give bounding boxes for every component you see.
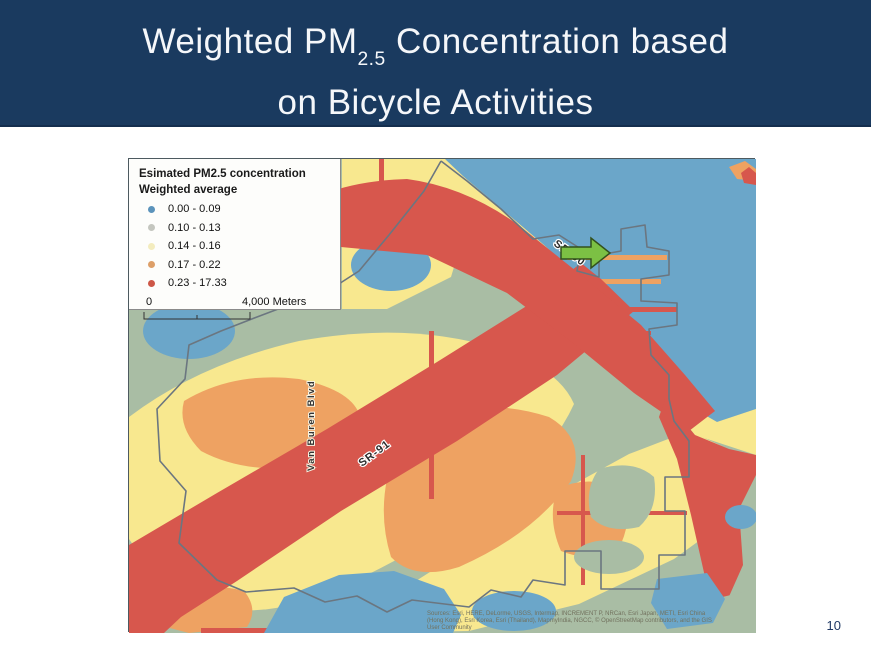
map-region-blue-patch (472, 591, 556, 631)
legend-item: 0.00 - 0.09 (139, 200, 330, 219)
title-subscript: 2.5 (357, 49, 386, 71)
map-road-streak (575, 279, 661, 284)
legend-color-dot (148, 224, 155, 232)
map-region-blue-patch (651, 573, 725, 629)
scale-start-label: 0 (146, 295, 153, 308)
pm25-map: SR-60 SR-91 Van Buren Blvd Sources: Esri… (128, 158, 756, 633)
legend-item-label: 0.17 - 0.22 (168, 258, 221, 271)
green-arrow-icon (560, 236, 612, 270)
map-corridor-sr91 (129, 263, 634, 633)
map-road-streak (565, 307, 677, 312)
legend-item: 0.17 - 0.22 (139, 256, 330, 275)
legend-item-label: 0.23 - 17.33 (168, 277, 227, 290)
page-title: Weighted PM2.5 Concentration based on Bi… (0, 18, 871, 126)
legend-title: Esimated PM2.5 concentration (139, 168, 306, 180)
map-region-blue-patch (264, 571, 461, 633)
attribution-line-3: User Community (427, 625, 472, 631)
map-road-streak (741, 167, 756, 185)
page-number: 10 (826, 618, 841, 633)
legend-color-dot (148, 242, 155, 250)
map-region-terrain-pocket (574, 540, 644, 574)
city-boundary (156, 160, 690, 613)
legend-color-dot (148, 205, 155, 213)
attribution-line-1: Sources: Esri, HERE, DeLorme, USGS, Inte… (427, 611, 706, 617)
legend-item-label: 0.10 - 0.13 (168, 221, 221, 234)
street-label-van-buren: Van Buren Blvd (306, 380, 317, 471)
map-corridor-sr60 (277, 179, 715, 431)
title-line-2: on Bicycle Activities (277, 83, 594, 122)
map-road-streak (429, 331, 434, 499)
map-region-terrain-pocket (588, 465, 655, 530)
map-region-yellow-patch (129, 452, 189, 496)
map-legend: Esimated PM2.5 concentration Weighted av… (129, 159, 341, 319)
map-road-streak (581, 455, 585, 585)
legend-color-dot (148, 279, 155, 287)
map-region-blue-patch (143, 303, 235, 359)
map-region-blue-patch (725, 505, 756, 529)
title-line-1: Weighted PM2.5 Concentration based (142, 22, 729, 71)
legend-item-label: 0.14 - 0.16 (168, 240, 221, 253)
map-road-streak (379, 159, 384, 217)
legend-item-label: 0.00 - 0.09 (168, 203, 221, 216)
city-boundary (440, 160, 678, 399)
legend-color-dot (148, 261, 155, 269)
scale-end-label: 4,000 Meters (242, 295, 307, 308)
scale-bar: 0 4,000 Meters (139, 296, 330, 322)
legend-item: 0.23 - 17.33 (139, 274, 330, 293)
legend-item: 0.14 - 0.16 (139, 237, 330, 256)
map-corridor-east (659, 399, 756, 601)
map-road-streak (571, 331, 651, 335)
legend-item: 0.10 - 0.13 (139, 219, 330, 238)
scale-bar-line (143, 311, 251, 319)
slide-header: Weighted PM2.5 Concentration based on Bi… (0, 0, 871, 127)
legend-items: 0.00 - 0.09 0.10 - 0.13 0.14 - 0.16 0.17… (139, 200, 330, 293)
legend-subtitle: Weighted average (139, 184, 238, 196)
map-road-streak (567, 255, 667, 260)
attribution-line-2: (Hong Kong), Esri Korea, Esri (Thailand)… (427, 617, 712, 624)
